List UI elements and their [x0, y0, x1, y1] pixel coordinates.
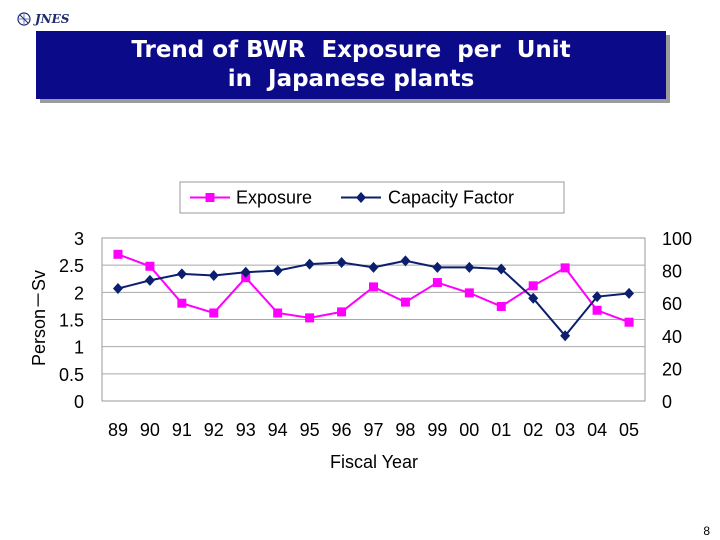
capacity-factor-point — [496, 263, 507, 275]
logo-mark-icon — [17, 12, 31, 26]
exposure-point — [496, 301, 506, 311]
x-tick-label: 01 — [491, 420, 511, 440]
right-tick-label: 40 — [662, 327, 682, 347]
capacity-factor-point — [400, 255, 411, 267]
capacity-factor-point — [560, 330, 571, 342]
x-tick-label: 94 — [268, 420, 288, 440]
x-tick-label: 91 — [172, 420, 192, 440]
exposure-point — [432, 278, 442, 288]
exposure-point — [528, 281, 538, 291]
capacity-factor-point — [432, 261, 443, 273]
exposure-point — [145, 261, 155, 271]
exposure-point — [113, 249, 123, 259]
right-tick-label: 80 — [662, 262, 682, 282]
x-tick-label: 03 — [555, 420, 575, 440]
x-tick-label: 98 — [395, 420, 415, 440]
exposure-point — [624, 317, 634, 327]
x-tick-label: 92 — [204, 420, 224, 440]
x-tick-label: 95 — [300, 420, 320, 440]
capacity-factor-point — [176, 268, 187, 280]
x-tick-label: 04 — [587, 420, 607, 440]
capacity-factor-point — [624, 287, 635, 299]
exposure-point — [177, 298, 187, 308]
x-tick-label: 96 — [332, 420, 352, 440]
left-tick-label: 2.5 — [59, 256, 84, 276]
page-title: Trend of BWR Exposure per Unit in Japane… — [36, 31, 666, 99]
exposure-point — [337, 307, 347, 317]
page-number: 8 — [703, 524, 710, 538]
x-tick-label: 89 — [108, 420, 128, 440]
exposure-point — [592, 305, 602, 315]
title-line-1: Trend of BWR Exposure per Unit — [131, 37, 571, 63]
y-axis-title: Person－Sv — [29, 270, 49, 366]
jnes-logo: JNES — [16, 8, 69, 30]
x-tick-label: 99 — [427, 420, 447, 440]
legend-capacity-label: Capacity Factor — [388, 188, 514, 208]
right-tick-label: 60 — [662, 294, 682, 314]
left-tick-label: 1.5 — [59, 311, 84, 331]
exposure-point — [400, 297, 410, 307]
right-tick-label: 0 — [662, 392, 672, 412]
logo-text: JNES — [35, 12, 70, 26]
legend-exposure-label: Exposure — [236, 188, 312, 208]
capacity-factor-point — [272, 265, 283, 277]
exposure-point — [209, 308, 219, 318]
capacity-factor-point — [592, 291, 603, 303]
x-axis-title: Fiscal Year — [330, 452, 418, 472]
x-tick-label: 97 — [363, 420, 383, 440]
x-tick-label: 05 — [619, 420, 639, 440]
capacity-factor-point — [368, 261, 379, 273]
title-line-2: in Japanese plants — [227, 66, 475, 92]
capacity-factor-point — [112, 283, 123, 295]
x-tick-label: 02 — [523, 420, 543, 440]
exposure-point — [273, 308, 283, 318]
x-tick-label: 90 — [140, 420, 160, 440]
x-tick-label: 00 — [459, 420, 479, 440]
legend-capacity-marker — [356, 192, 366, 203]
exposure-point — [305, 313, 315, 323]
capacity-factor-point — [240, 266, 251, 278]
x-tick-label: 93 — [236, 420, 256, 440]
capacity-factor-point — [464, 261, 475, 273]
capacity-factor-point — [528, 292, 539, 304]
left-tick-label: 1 — [74, 338, 84, 358]
left-tick-label: 3 — [74, 229, 84, 249]
capacity-factor-point — [336, 256, 347, 268]
right-tick-label: 100 — [662, 229, 692, 249]
legend-exposure-marker — [205, 193, 215, 202]
capacity-factor-point — [304, 258, 315, 270]
left-tick-label: 0.5 — [59, 365, 84, 385]
left-tick-label: 2 — [74, 283, 84, 303]
capacity-factor-point — [208, 269, 219, 281]
exposure-point — [464, 288, 474, 298]
exposure-point — [560, 263, 570, 273]
capacity-factor-point — [144, 274, 155, 286]
left-tick-label: 0 — [74, 392, 84, 412]
right-tick-label: 20 — [662, 359, 682, 379]
exposure-point — [369, 282, 378, 292]
